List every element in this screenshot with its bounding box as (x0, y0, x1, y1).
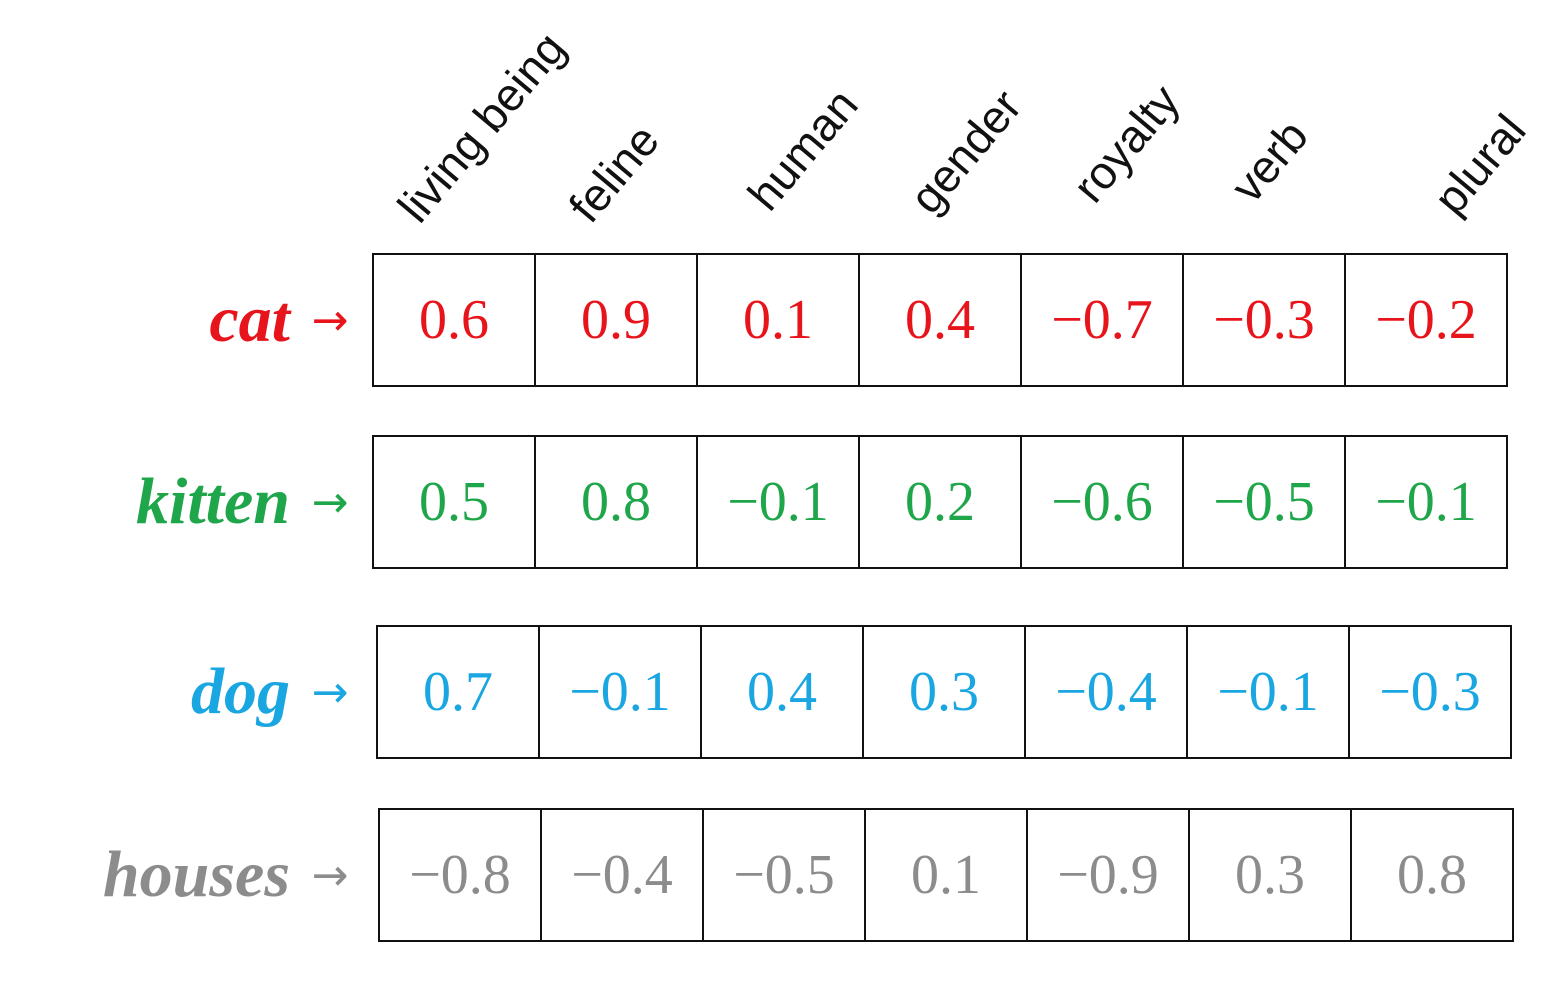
vector-cell: −0.4 (540, 808, 704, 942)
vector-cell: −0.5 (702, 808, 866, 942)
column-label-feline: feline (558, 114, 669, 232)
vector-cell: 0.6 (372, 253, 536, 387)
word-label: dog (191, 655, 290, 728)
column-label-royalty: royalty (1062, 74, 1190, 212)
vector-cells: 0.7 −0.1 0.4 0.3 −0.4 −0.1 −0.3 (376, 625, 1512, 759)
vector-cell: 0.2 (858, 435, 1022, 569)
vector-cell: −0.7 (1020, 253, 1184, 387)
vector-cell: 0.9 (534, 253, 698, 387)
vector-cell: 0.1 (864, 808, 1028, 942)
vector-cell: 0.8 (1350, 808, 1514, 942)
vector-cell: −0.9 (1026, 808, 1190, 942)
word-label: cat (209, 283, 290, 356)
vector-cell: −0.6 (1020, 435, 1184, 569)
vector-row-houses: houses → −0.8 −0.4 −0.5 0.1 −0.9 0.3 0.8 (0, 808, 1561, 942)
vector-cells: −0.8 −0.4 −0.5 0.1 −0.9 0.3 0.8 (378, 808, 1514, 942)
vector-cell: 0.3 (862, 625, 1026, 759)
column-label-living-being: living being (387, 22, 576, 232)
vector-row-cat: cat → 0.6 0.9 0.1 0.4 −0.7 −0.3 −0.2 (0, 253, 1561, 387)
vector-cell: 0.4 (700, 625, 864, 759)
column-label-verb: verb (1220, 109, 1318, 212)
vector-cell: −0.1 (538, 625, 702, 759)
vector-cell: 0.7 (376, 625, 540, 759)
word-label: kitten (135, 465, 290, 538)
arrow-icon: → (311, 849, 349, 901)
vector-cell: 0.5 (372, 435, 536, 569)
column-label-plural: plural (1423, 104, 1536, 224)
vector-cell: −0.5 (1182, 435, 1346, 569)
vector-cell: −0.8 (378, 808, 542, 942)
vector-cell: 0.1 (696, 253, 860, 387)
arrow-icon: → (311, 294, 349, 346)
vector-cell: −0.1 (1344, 435, 1508, 569)
vector-cell: −0.3 (1348, 625, 1512, 759)
vector-cell: 0.8 (534, 435, 698, 569)
vector-row-kitten: kitten → 0.5 0.8 −0.1 0.2 −0.6 −0.5 −0.1 (0, 435, 1561, 569)
column-label-human: human (737, 78, 868, 220)
vector-row-dog: dog → 0.7 −0.1 0.4 0.3 −0.4 −0.1 −0.3 (0, 625, 1561, 759)
vector-cell: 0.4 (858, 253, 1022, 387)
vector-cells: 0.5 0.8 −0.1 0.2 −0.6 −0.5 −0.1 (372, 435, 1508, 569)
column-label-gender: gender (899, 79, 1032, 223)
vector-cell: −0.3 (1182, 253, 1346, 387)
vector-cell: −0.4 (1024, 625, 1188, 759)
vector-cell: 0.3 (1188, 808, 1352, 942)
vector-cells: 0.6 0.9 0.1 0.4 −0.7 −0.3 −0.2 (372, 253, 1508, 387)
word-label: houses (102, 838, 290, 911)
vector-cell: −0.1 (696, 435, 860, 569)
vector-cell: −0.2 (1344, 253, 1508, 387)
arrow-icon: → (311, 666, 349, 718)
vector-cell: −0.1 (1186, 625, 1350, 759)
column-headers: living being feline human gender royalty… (0, 0, 1561, 240)
arrow-icon: → (311, 476, 349, 528)
